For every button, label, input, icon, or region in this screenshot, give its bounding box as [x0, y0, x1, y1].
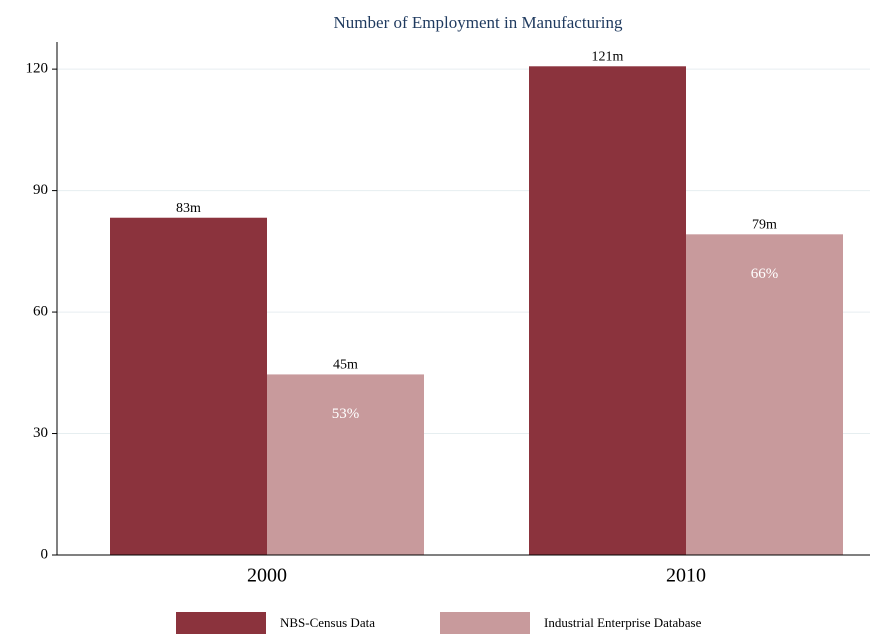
bar — [686, 234, 843, 555]
legend-label: NBS-Census Data — [280, 615, 375, 630]
share-label: 53% — [332, 406, 360, 422]
value-label: 45m — [333, 358, 358, 373]
value-label: 79m — [752, 218, 777, 233]
legend-swatch — [440, 612, 530, 634]
x-tick-label: 2000 — [247, 565, 287, 587]
y-tick-label: 30 — [33, 425, 48, 441]
bar — [267, 374, 424, 555]
y-tick-label: 90 — [33, 182, 48, 198]
x-tick-label: 2010 — [666, 565, 706, 587]
legend-label: Industrial Enterprise Database — [544, 615, 702, 630]
y-tick-label: 0 — [41, 546, 49, 562]
value-label: 121m — [592, 50, 624, 65]
chart-title: Number of Employment in Manufacturing — [334, 13, 623, 32]
y-tick-label: 60 — [33, 304, 48, 320]
legend-swatch — [176, 612, 266, 634]
bar — [110, 217, 267, 555]
y-tick-label: 120 — [26, 61, 49, 77]
value-label: 83m — [176, 201, 201, 216]
share-label: 66% — [751, 266, 779, 282]
bar — [529, 66, 686, 555]
